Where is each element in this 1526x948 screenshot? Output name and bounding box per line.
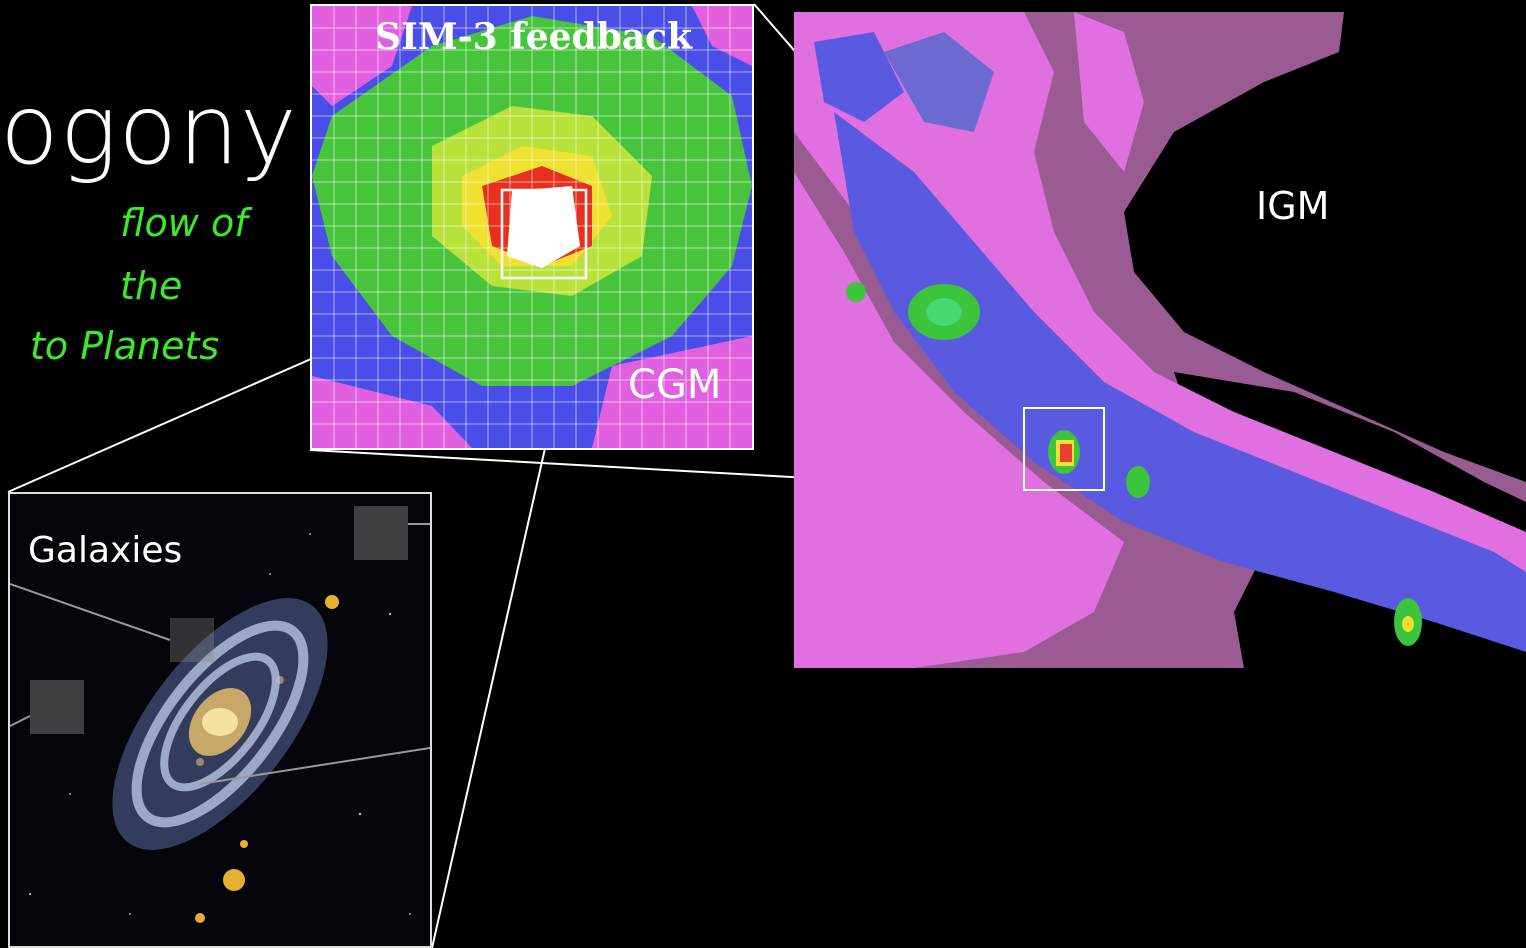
subtitle-line-3: to Planets: [30, 327, 219, 365]
igm-density-map: [794, 12, 1526, 668]
sim-title: SIM-3 feedback: [375, 16, 692, 58]
inset-box-left: [30, 680, 84, 734]
inset-box-top-right: [354, 506, 408, 560]
galaxies-label: Galaxies: [28, 530, 182, 571]
inset-box-center: [170, 618, 214, 662]
cgm-label: CGM: [628, 362, 721, 408]
slide-title: ogony: [0, 82, 298, 178]
subtitle-line-2: the: [120, 267, 182, 305]
subtitle-line-1: flow of: [120, 204, 248, 242]
igm-label: IGM: [1256, 184, 1329, 228]
